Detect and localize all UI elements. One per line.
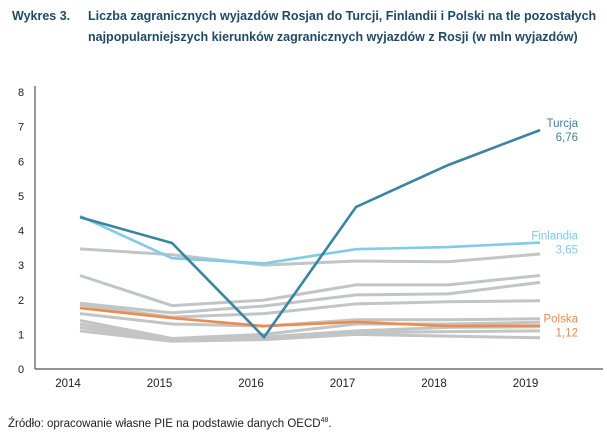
y-tick-label: 8 (18, 87, 24, 99)
series-label-polska: Polska (543, 314, 578, 326)
source-note: Źródło: opracowanie własne PIE na podsta… (8, 417, 332, 430)
footnote-ref[interactable]: 48 (320, 417, 329, 424)
series-line-other-1 (79, 247, 541, 267)
series-line-other-9 (79, 329, 541, 343)
y-tick-label: 0 (18, 364, 24, 376)
y-tick-label: 4 (18, 226, 24, 238)
series-labels: Finlandia 3,65 Polska 1,12 Turcja 6,76 (531, 118, 578, 340)
series-line-other-3 (79, 280, 541, 315)
y-tick-label: 5 (18, 191, 24, 203)
series-line-finlandia (79, 214, 541, 265)
axes: 0 1 2 3 4 5 6 7 8 2014 2015 2016 2017 2018 2019 (18, 86, 603, 390)
y-tick-label: 7 (18, 122, 24, 134)
series-value-polska: 1,12 (556, 328, 578, 340)
y-tick-label: 3 (18, 260, 24, 272)
x-tick-label: 2017 (330, 378, 356, 390)
x-tick-label: 2018 (421, 378, 447, 390)
x-tick-label: 2014 (55, 378, 81, 390)
series-label-finlandia: Finlandia (531, 231, 578, 243)
series-line-turcja (79, 128, 541, 340)
figure-title: Liczba zagranicznych wyjazdów Rosjan do … (88, 9, 597, 44)
series-lines (79, 128, 541, 343)
x-tick-label: 2019 (513, 378, 539, 390)
source-end: . (328, 417, 332, 430)
series-line-other-2 (79, 274, 541, 308)
x-tick-label: 2015 (147, 378, 173, 390)
series-value-finlandia: 3,65 (556, 245, 578, 257)
x-tick-label: 2016 (238, 378, 264, 390)
series-line-polska (79, 306, 541, 328)
y-tick-label: 2 (18, 295, 24, 307)
figure-label: Wykres 3. (12, 9, 71, 23)
y-tick-label: 6 (18, 156, 24, 168)
series-line-other-4 (79, 299, 541, 319)
chart-title: Wykres 3. Liczba zagranicznych wyjazdów … (12, 6, 602, 48)
y-tick-label: 1 (18, 329, 24, 341)
source-text: Źródło: opracowanie własne PIE na podsta… (8, 417, 321, 430)
series-label-turcja: Turcja (546, 118, 578, 130)
series-value-turcja: 6,76 (556, 132, 578, 144)
